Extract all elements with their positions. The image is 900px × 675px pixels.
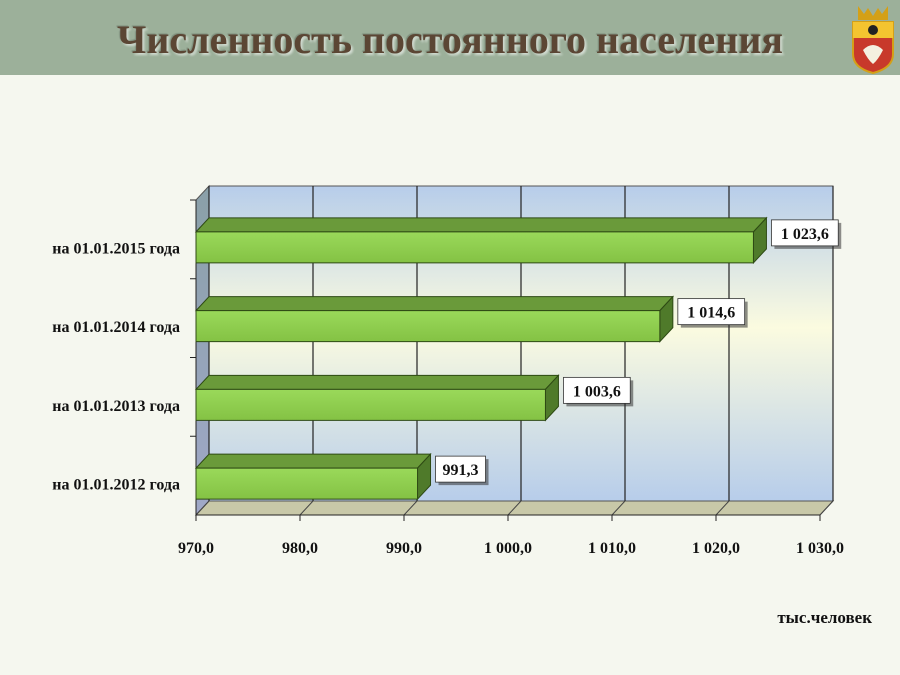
category-label: на 01.01.2015 года xyxy=(52,240,180,257)
x-tick-label: 990,0 xyxy=(386,540,422,557)
gridline-floor xyxy=(507,500,522,516)
data-label-box xyxy=(435,455,486,483)
bar-top-face xyxy=(194,374,560,390)
gridline-floor xyxy=(403,500,418,516)
bar xyxy=(195,467,419,500)
bar-top-face xyxy=(194,453,432,469)
x-tick-label: 1 000,0 xyxy=(484,540,532,557)
x-tick-label: 1 030,0 xyxy=(796,540,844,557)
x-tick-label: 1 010,0 xyxy=(588,540,636,557)
bar-top-face xyxy=(194,296,674,312)
x-tick-label: 970,0 xyxy=(178,540,214,557)
bar xyxy=(195,388,546,421)
x-tick-label: 980,0 xyxy=(282,540,318,557)
data-label-box xyxy=(563,376,631,404)
city-coat-of-arms-icon xyxy=(852,6,894,74)
data-label: 1 014,6 xyxy=(687,305,735,322)
unit-label: тыс.человек xyxy=(777,608,872,627)
gridline-floor xyxy=(819,500,834,516)
gridline-floor xyxy=(611,500,626,516)
category-label: на 01.01.2013 года xyxy=(52,398,180,415)
gridline-floor xyxy=(195,500,210,516)
category-label: на 01.01.2012 года xyxy=(52,477,180,494)
page-title: Численность постоянного населения xyxy=(116,17,784,62)
header-bar xyxy=(0,0,900,75)
x-tick-label: 1 020,0 xyxy=(692,540,740,557)
data-label: 1 003,6 xyxy=(573,383,621,400)
data-label-box xyxy=(677,298,746,326)
data-label-box xyxy=(771,219,839,247)
bar xyxy=(195,310,661,343)
data-label: 1 023,6 xyxy=(781,226,829,243)
category-label: на 01.01.2014 года xyxy=(52,319,180,336)
gridline-floor xyxy=(715,500,730,516)
gridline-floor xyxy=(299,500,314,516)
data-label: 991,3 xyxy=(443,462,479,479)
bar-top-face xyxy=(194,217,768,233)
bar xyxy=(195,231,754,264)
